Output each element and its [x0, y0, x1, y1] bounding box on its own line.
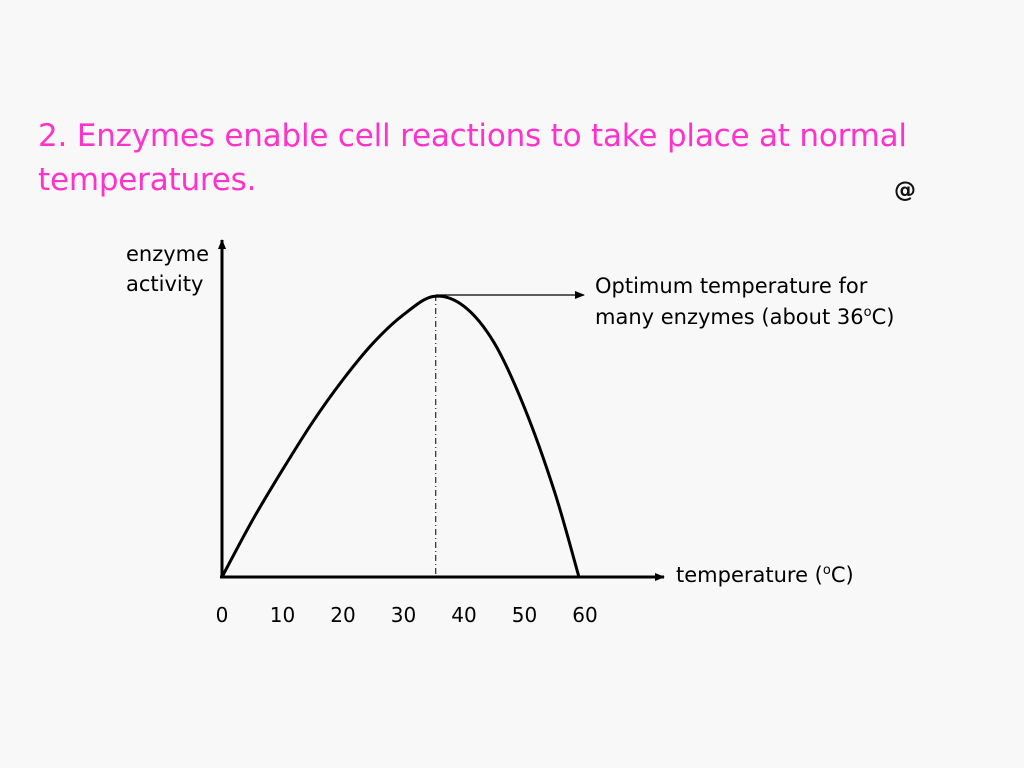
slide-title-line-1: 2. Enzymes enable cell reactions to take…: [38, 118, 907, 154]
x-tick-label: 40: [451, 603, 476, 627]
optimum-annotation-line-2: many enzymes (about 36oC): [595, 305, 894, 329]
x-tick-labels: 0 10 20 30 40 50 60: [216, 603, 598, 627]
y-axis-label-line-2: activity: [126, 272, 203, 296]
x-tick-label: 10: [270, 603, 295, 627]
x-tick-label: 0: [216, 603, 229, 627]
optimum-annotation-degree: o: [864, 305, 872, 320]
x-axis-label-text: temperature (: [676, 563, 823, 587]
x-tick-label: 60: [572, 603, 597, 627]
x-tick-label: 50: [512, 603, 537, 627]
y-axis-label-line-1: enzyme: [126, 242, 209, 266]
x-tick-label: 20: [330, 603, 355, 627]
x-axis-label: temperature (oC): [676, 563, 854, 587]
enzyme-activity-curve: [220, 294, 581, 578]
slide-title-line-2: temperatures.: [38, 162, 257, 198]
x-axis-label-degree: o: [823, 563, 831, 578]
optimum-annotation-line-1: Optimum temperature for: [595, 274, 868, 298]
corner-at-mark: @: [894, 178, 916, 203]
x-axis-label-unit: C): [831, 563, 854, 587]
x-tick-label: 30: [391, 603, 416, 627]
slide-title: 2. Enzymes enable cell reactions to take…: [38, 114, 938, 202]
optimum-annotation-unit: C): [872, 305, 895, 329]
optimum-annotation-line-2-text: many enzymes (about 36: [595, 305, 864, 329]
